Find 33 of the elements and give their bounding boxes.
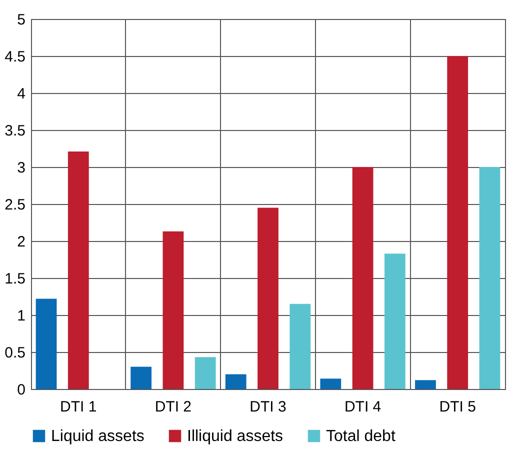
x-tick-label: DTI 2 [154,398,192,416]
y-tick-label: 3.5 [4,122,26,140]
y-tick-label: 1 [17,308,26,324]
y-tick-label: 2.5 [4,196,26,214]
y-tick-label: 4 [17,86,26,102]
bar [479,167,500,389]
y-tick-label: 5 [17,12,26,28]
legend-label: Liquid assets [51,428,144,445]
bar [290,304,311,389]
bar [36,298,57,389]
bar [194,357,216,389]
bar [130,366,152,389]
bar [384,254,406,389]
bar [225,374,246,389]
y-tick-label: 2 [17,234,26,250]
bar [320,378,342,389]
legend-label: Total debt [326,428,396,445]
bar [68,151,89,389]
x-tick-label: DTI 5 [439,398,476,416]
y-tick-label: 0.5 [4,344,26,362]
legend-label: Illiquid assets [187,428,284,445]
x-tick-label: DTI 1 [60,398,97,416]
y-tick-label: 1.5 [4,270,26,288]
y-tick-label: 0 [17,382,26,398]
x-tick-label: DTI 4 [344,398,382,416]
bar [258,208,278,389]
bar [352,167,374,389]
bar [415,380,436,389]
bar [447,56,468,389]
y-tick-label: 4.5 [4,48,26,66]
bar [162,231,184,389]
x-tick-label: DTI 3 [250,398,286,416]
y-tick-label: 3 [17,160,26,176]
